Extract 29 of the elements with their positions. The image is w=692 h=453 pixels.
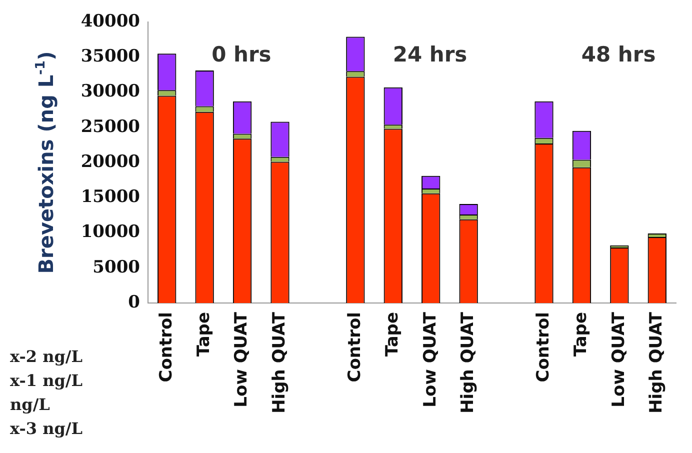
x-tick-label: Control	[156, 312, 176, 382]
y-tick-label: 35000	[80, 46, 140, 67]
annotation: 24 hrs	[392, 42, 468, 66]
annotation: 0 hrs	[212, 42, 272, 66]
x-tick-label: Low QUAT	[420, 312, 440, 408]
x-tick-label: High QUAT	[269, 312, 290, 414]
y-tick-label: 15000	[80, 187, 140, 208]
text: ng/L	[10, 395, 50, 414]
x-tick-label: Control	[344, 312, 365, 382]
y-tick-label: 40000	[80, 11, 140, 32]
y-tick-label: 25000	[80, 116, 140, 137]
text: x-1 ng/L	[10, 371, 83, 390]
x-tick-label: Tape	[382, 312, 403, 357]
y-axis-title: Brevetoxins (ng L-1)	[33, 51, 58, 274]
x-tick-label: Low QUAT	[608, 312, 629, 408]
annotation: 48 hrs	[581, 42, 656, 66]
x-tick-label: Control	[533, 312, 554, 382]
y-tick-label: 20000	[80, 152, 140, 172]
x-tick-label: Tape	[194, 312, 214, 357]
y-tick-label: 10000	[80, 222, 140, 242]
y-tick-label: 30000	[80, 82, 140, 102]
x-tick-label: Low QUAT	[232, 312, 252, 408]
text: x-3 ng/L	[10, 419, 83, 438]
x-tick-label: Tape	[571, 312, 592, 357]
y-tick-label: 0	[128, 292, 140, 312]
x-tick-label: High QUAT	[458, 312, 478, 414]
x-tick-label: High QUAT	[646, 312, 667, 414]
y-tick-label: 5000	[92, 257, 140, 278]
text: x-2 ng/L	[10, 347, 83, 366]
